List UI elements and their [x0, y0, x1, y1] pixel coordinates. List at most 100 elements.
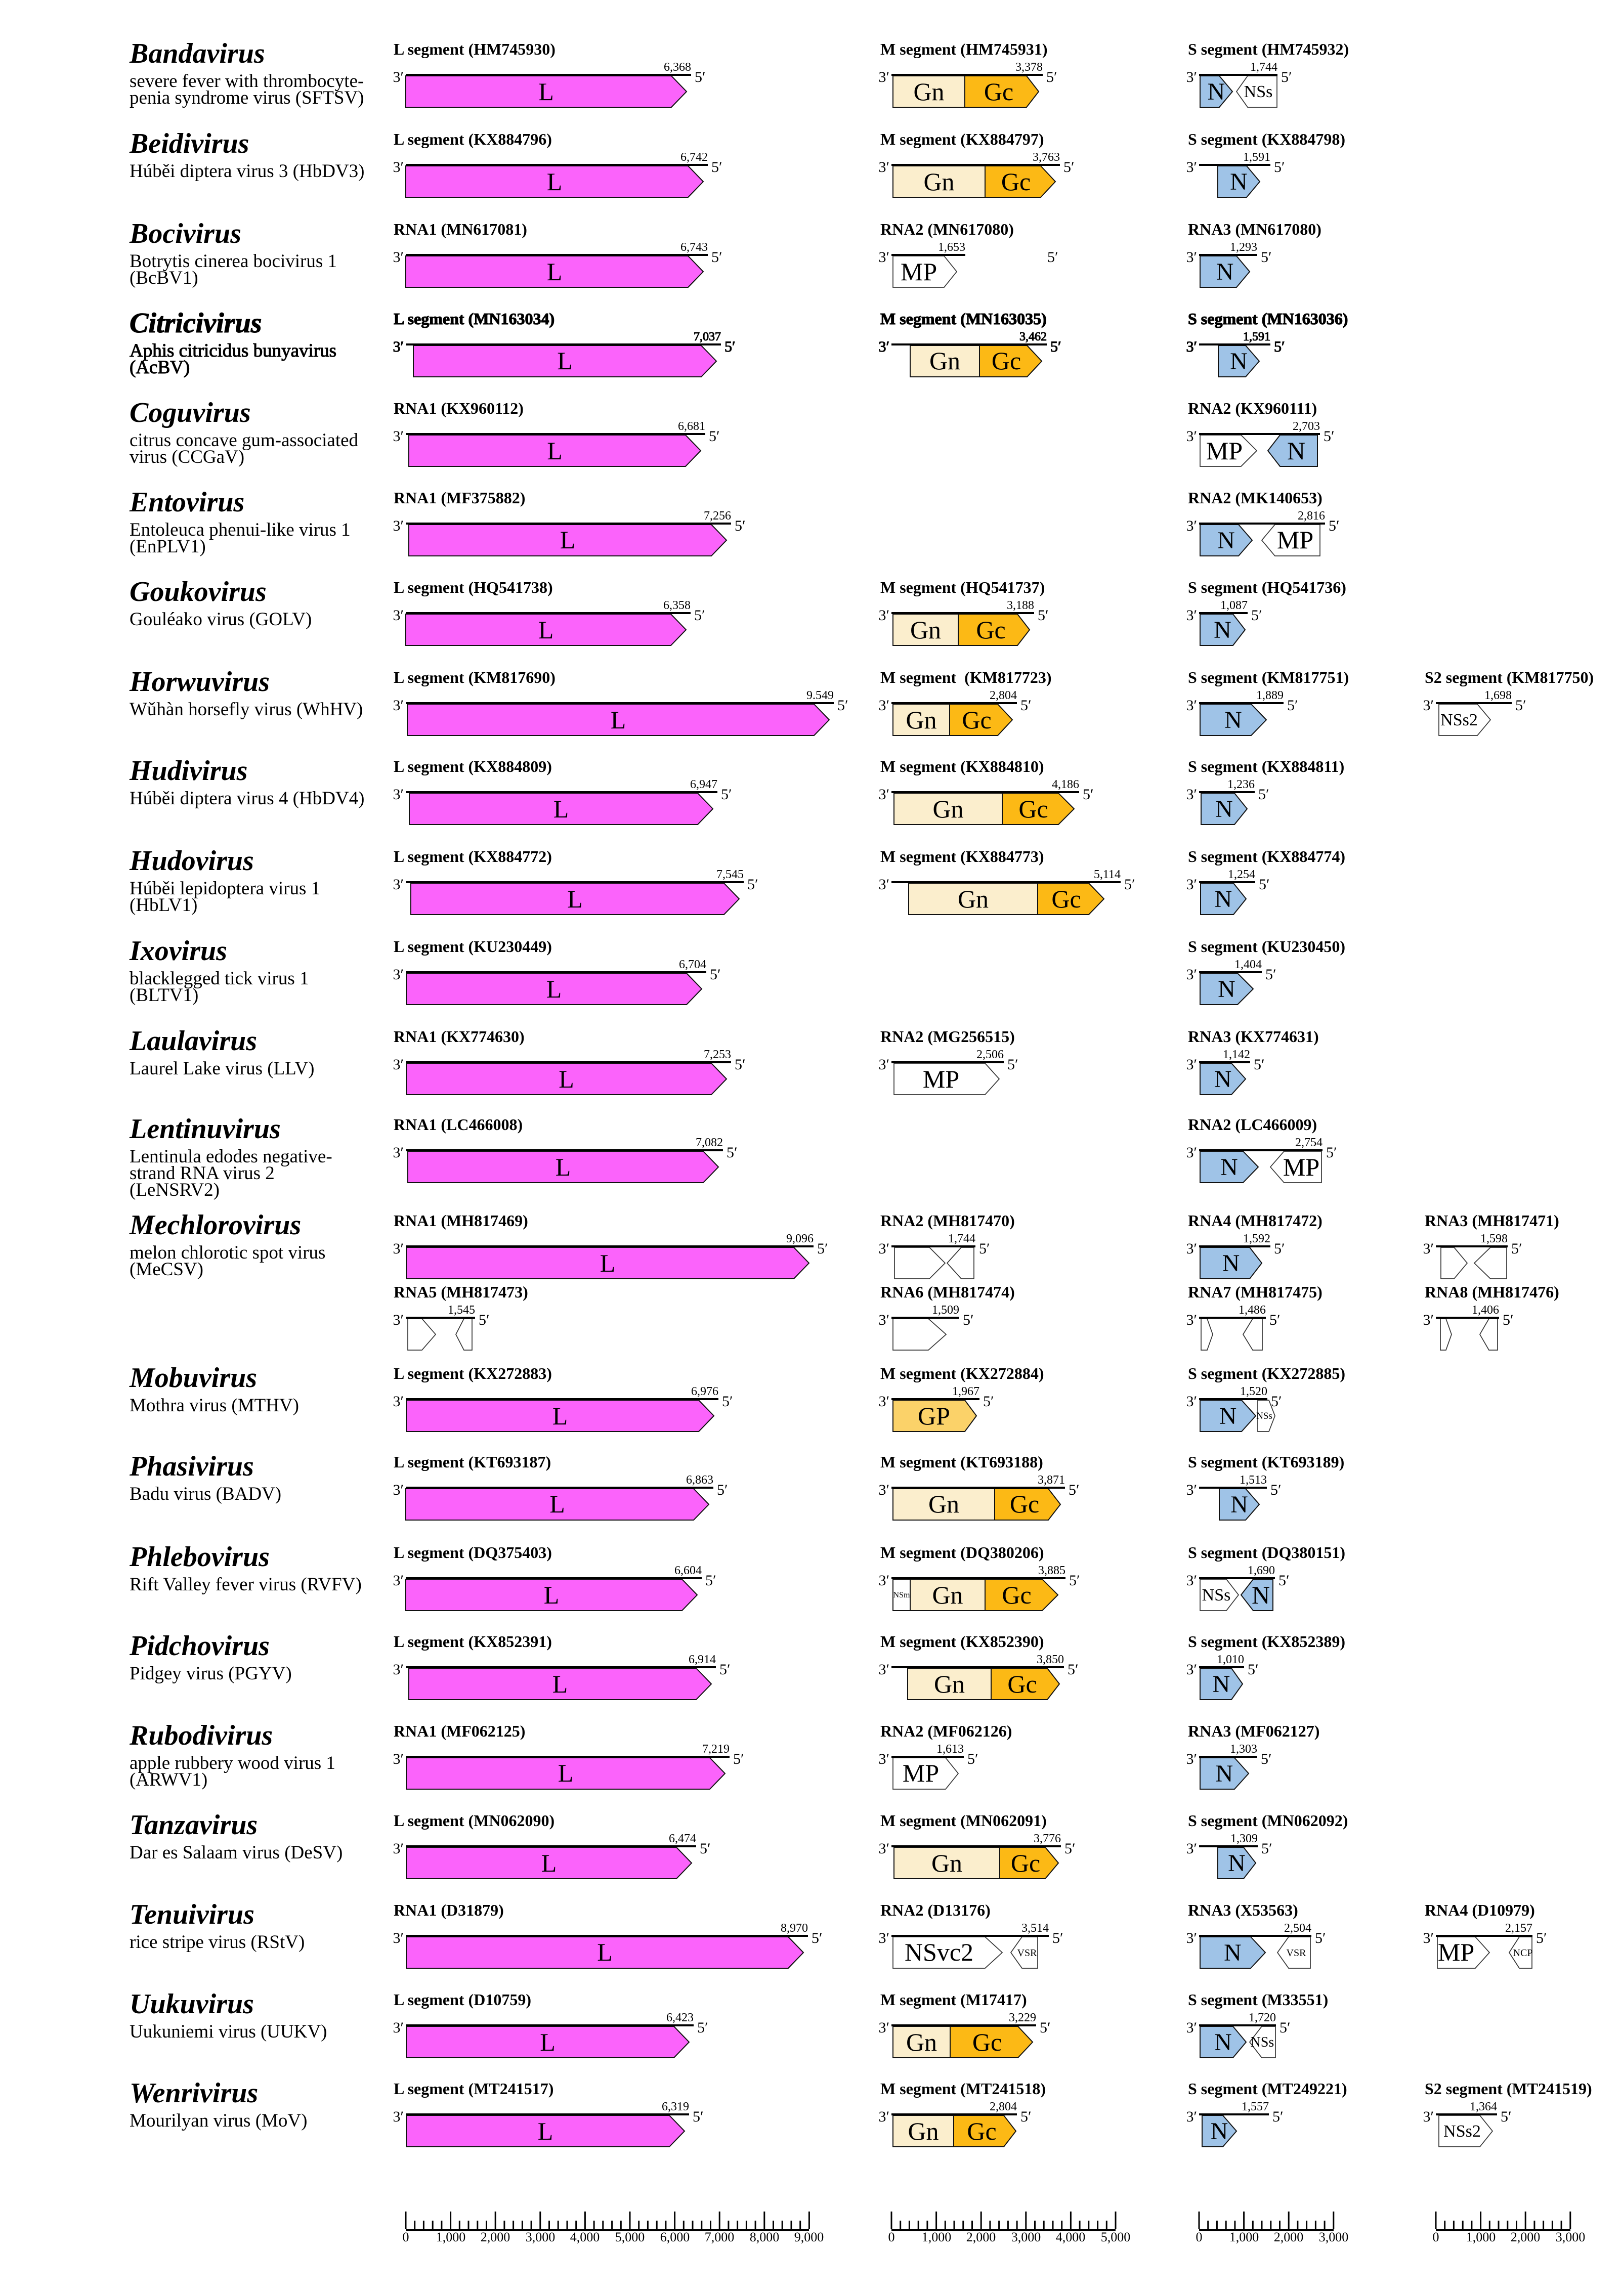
svg-text:1,520: 1,520 [1240, 1385, 1267, 1398]
svg-text:M segment (KX884810): M segment (KX884810) [880, 757, 1044, 775]
svg-text:MP: MP [1206, 437, 1243, 465]
svg-text:L: L [552, 1402, 568, 1430]
svg-text:6,742: 6,742 [680, 151, 708, 164]
svg-text:NSm: NSm [893, 1591, 910, 1599]
svg-text:apple rubbery wood virus 1: apple rubbery wood virus 1 [130, 1753, 335, 1773]
svg-text:L: L [597, 1938, 613, 1966]
svg-text:M segment (HQ541737): M segment (HQ541737) [880, 578, 1045, 596]
svg-text:1,000: 1,000 [922, 2230, 952, 2244]
svg-text:3′: 3′ [393, 69, 404, 85]
svg-text:RNA3 (KX774631): RNA3 (KX774631) [1188, 1027, 1319, 1046]
svg-text:5′: 5′ [983, 1393, 994, 1410]
svg-text:L segment (KX852391): L segment (KX852391) [394, 1632, 552, 1651]
svg-text:0: 0 [403, 2230, 409, 2244]
svg-text:Pidchovirus: Pidchovirus [129, 1630, 270, 1662]
svg-text:6,358: 6,358 [663, 599, 691, 612]
svg-text:1,591: 1,591 [1243, 151, 1270, 164]
svg-text:1,142: 1,142 [1223, 1048, 1250, 1061]
svg-text:N: N [1224, 707, 1242, 733]
svg-text:2,000: 2,000 [1274, 2230, 1304, 2244]
svg-text:4,186: 4,186 [1052, 778, 1079, 791]
svg-text:Gn: Gn [931, 1849, 962, 1877]
svg-text:L: L [559, 1065, 574, 1093]
svg-text:Mothra virus (MTHV): Mothra virus (MTHV) [130, 1395, 299, 1416]
svg-text:Laurel Lake virus (LLV): Laurel Lake virus (LLV) [130, 1058, 314, 1079]
svg-text:N: N [1230, 348, 1248, 375]
svg-text:3,000: 3,000 [1011, 2230, 1041, 2244]
svg-text:5′: 5′ [1329, 517, 1340, 534]
svg-text:RNA2 (KX960111): RNA2 (KX960111) [1188, 399, 1317, 417]
svg-text:2,804: 2,804 [990, 689, 1017, 702]
svg-text:VSR: VSR [1017, 1947, 1038, 1959]
svg-text:3′: 3′ [1186, 697, 1197, 714]
svg-text:3′: 3′ [1186, 966, 1197, 983]
svg-text:5′: 5′ [1020, 2108, 1032, 2125]
svg-text:5′: 5′ [1064, 1840, 1076, 1857]
svg-text:Gn: Gn [934, 1670, 965, 1698]
svg-text:L: L [540, 2028, 556, 2056]
svg-text:0: 0 [1433, 2230, 1439, 2244]
svg-text:Uukuvirus: Uukuvirus [130, 1988, 254, 2020]
svg-text:5′: 5′ [1261, 249, 1272, 266]
svg-text:N: N [1213, 1671, 1230, 1698]
svg-text:strand RNA virus 2: strand RNA virus 2 [130, 1163, 275, 1184]
svg-text:Wenrivirus: Wenrivirus [130, 2077, 258, 2109]
svg-text:Horwuvirus: Horwuvirus [129, 666, 270, 698]
svg-text:RNA3 (MN617080): RNA3 (MN617080) [1188, 220, 1321, 238]
svg-text:5′: 5′ [709, 428, 720, 445]
svg-text:1,653: 1,653 [938, 241, 965, 254]
svg-text:1,613: 1,613 [936, 1743, 964, 1756]
svg-text:5′: 5′ [967, 1751, 978, 1767]
svg-text:3′: 3′ [1186, 607, 1197, 624]
svg-text:3′: 3′ [878, 338, 889, 355]
svg-text:1,254: 1,254 [1228, 868, 1255, 881]
svg-text:5′: 5′ [1265, 966, 1276, 983]
svg-text:7,256: 7,256 [704, 509, 731, 523]
svg-text:3,000: 3,000 [526, 2230, 556, 2244]
svg-text:3′: 3′ [1186, 1572, 1197, 1589]
svg-text:1,592: 1,592 [1243, 1232, 1270, 1245]
svg-text:5′: 5′ [1020, 697, 1032, 714]
svg-text:1,598: 1,598 [1480, 1232, 1508, 1245]
svg-text:S segment (KT693189): S segment (KT693189) [1188, 1453, 1344, 1471]
svg-text:Phlebovirus: Phlebovirus [129, 1541, 270, 1573]
svg-text:L segment (KX884809): L segment (KX884809) [394, 757, 552, 775]
svg-text:Gc: Gc [984, 77, 1013, 106]
svg-text:M segment (DQ380206): M segment (DQ380206) [880, 1543, 1044, 1562]
svg-text:RNA1 (MN617081): RNA1 (MN617081) [394, 220, 527, 238]
svg-text:(MeCSV): (MeCSV) [130, 1259, 203, 1280]
svg-text:Badu virus (BADV): Badu virus (BADV) [130, 1484, 281, 1504]
svg-text:Gouléako virus (GOLV): Gouléako virus (GOLV) [130, 609, 312, 630]
svg-text:3′: 3′ [1186, 338, 1197, 355]
svg-text:(ARWV1): (ARWV1) [130, 1769, 207, 1790]
svg-text:6,368: 6,368 [664, 61, 691, 74]
svg-text:L: L [553, 795, 569, 823]
svg-text:5′: 5′ [1248, 1661, 1259, 1678]
svg-text:5′: 5′ [1511, 1240, 1522, 1257]
svg-text:5′: 5′ [700, 1840, 711, 1857]
svg-text:3,885: 3,885 [1038, 1564, 1065, 1577]
svg-text:M segment (KM817723): M segment (KM817723) [880, 668, 1052, 686]
svg-text:3,462: 3,462 [1019, 330, 1047, 343]
svg-text:5′: 5′ [735, 517, 746, 534]
svg-text:1,591: 1,591 [1243, 330, 1270, 343]
svg-text:6,681: 6,681 [678, 420, 705, 433]
svg-text:6,604: 6,604 [674, 1564, 702, 1577]
svg-text:2,000: 2,000 [481, 2230, 510, 2244]
svg-text:3,000: 3,000 [1556, 2230, 1586, 2244]
svg-text:1,364: 1,364 [1470, 2100, 1497, 2113]
svg-text:RNA3 (MH817471): RNA3 (MH817471) [1425, 1211, 1559, 1230]
svg-text:L: L [556, 1153, 571, 1181]
svg-text:3′: 3′ [393, 607, 404, 624]
svg-text:1,236: 1,236 [1227, 778, 1255, 791]
svg-text:Wǔhàn horsefly virus (WhHV): Wǔhàn horsefly virus (WhHV) [130, 699, 363, 720]
svg-text:RNA3 (X53563): RNA3 (X53563) [1188, 1901, 1298, 1919]
svg-text:3′: 3′ [1186, 1661, 1197, 1678]
svg-text:N: N [1220, 1154, 1238, 1181]
svg-text:5′: 5′ [1270, 1482, 1282, 1498]
svg-text:L segment (KX272883): L segment (KX272883) [394, 1364, 552, 1382]
svg-text:severe fever with thrombocyte-: severe fever with thrombocyte- [130, 71, 364, 92]
svg-text:3′: 3′ [878, 2108, 889, 2125]
svg-text:Bandavirus: Bandavirus [129, 38, 265, 69]
svg-text:3′: 3′ [393, 1240, 404, 1257]
